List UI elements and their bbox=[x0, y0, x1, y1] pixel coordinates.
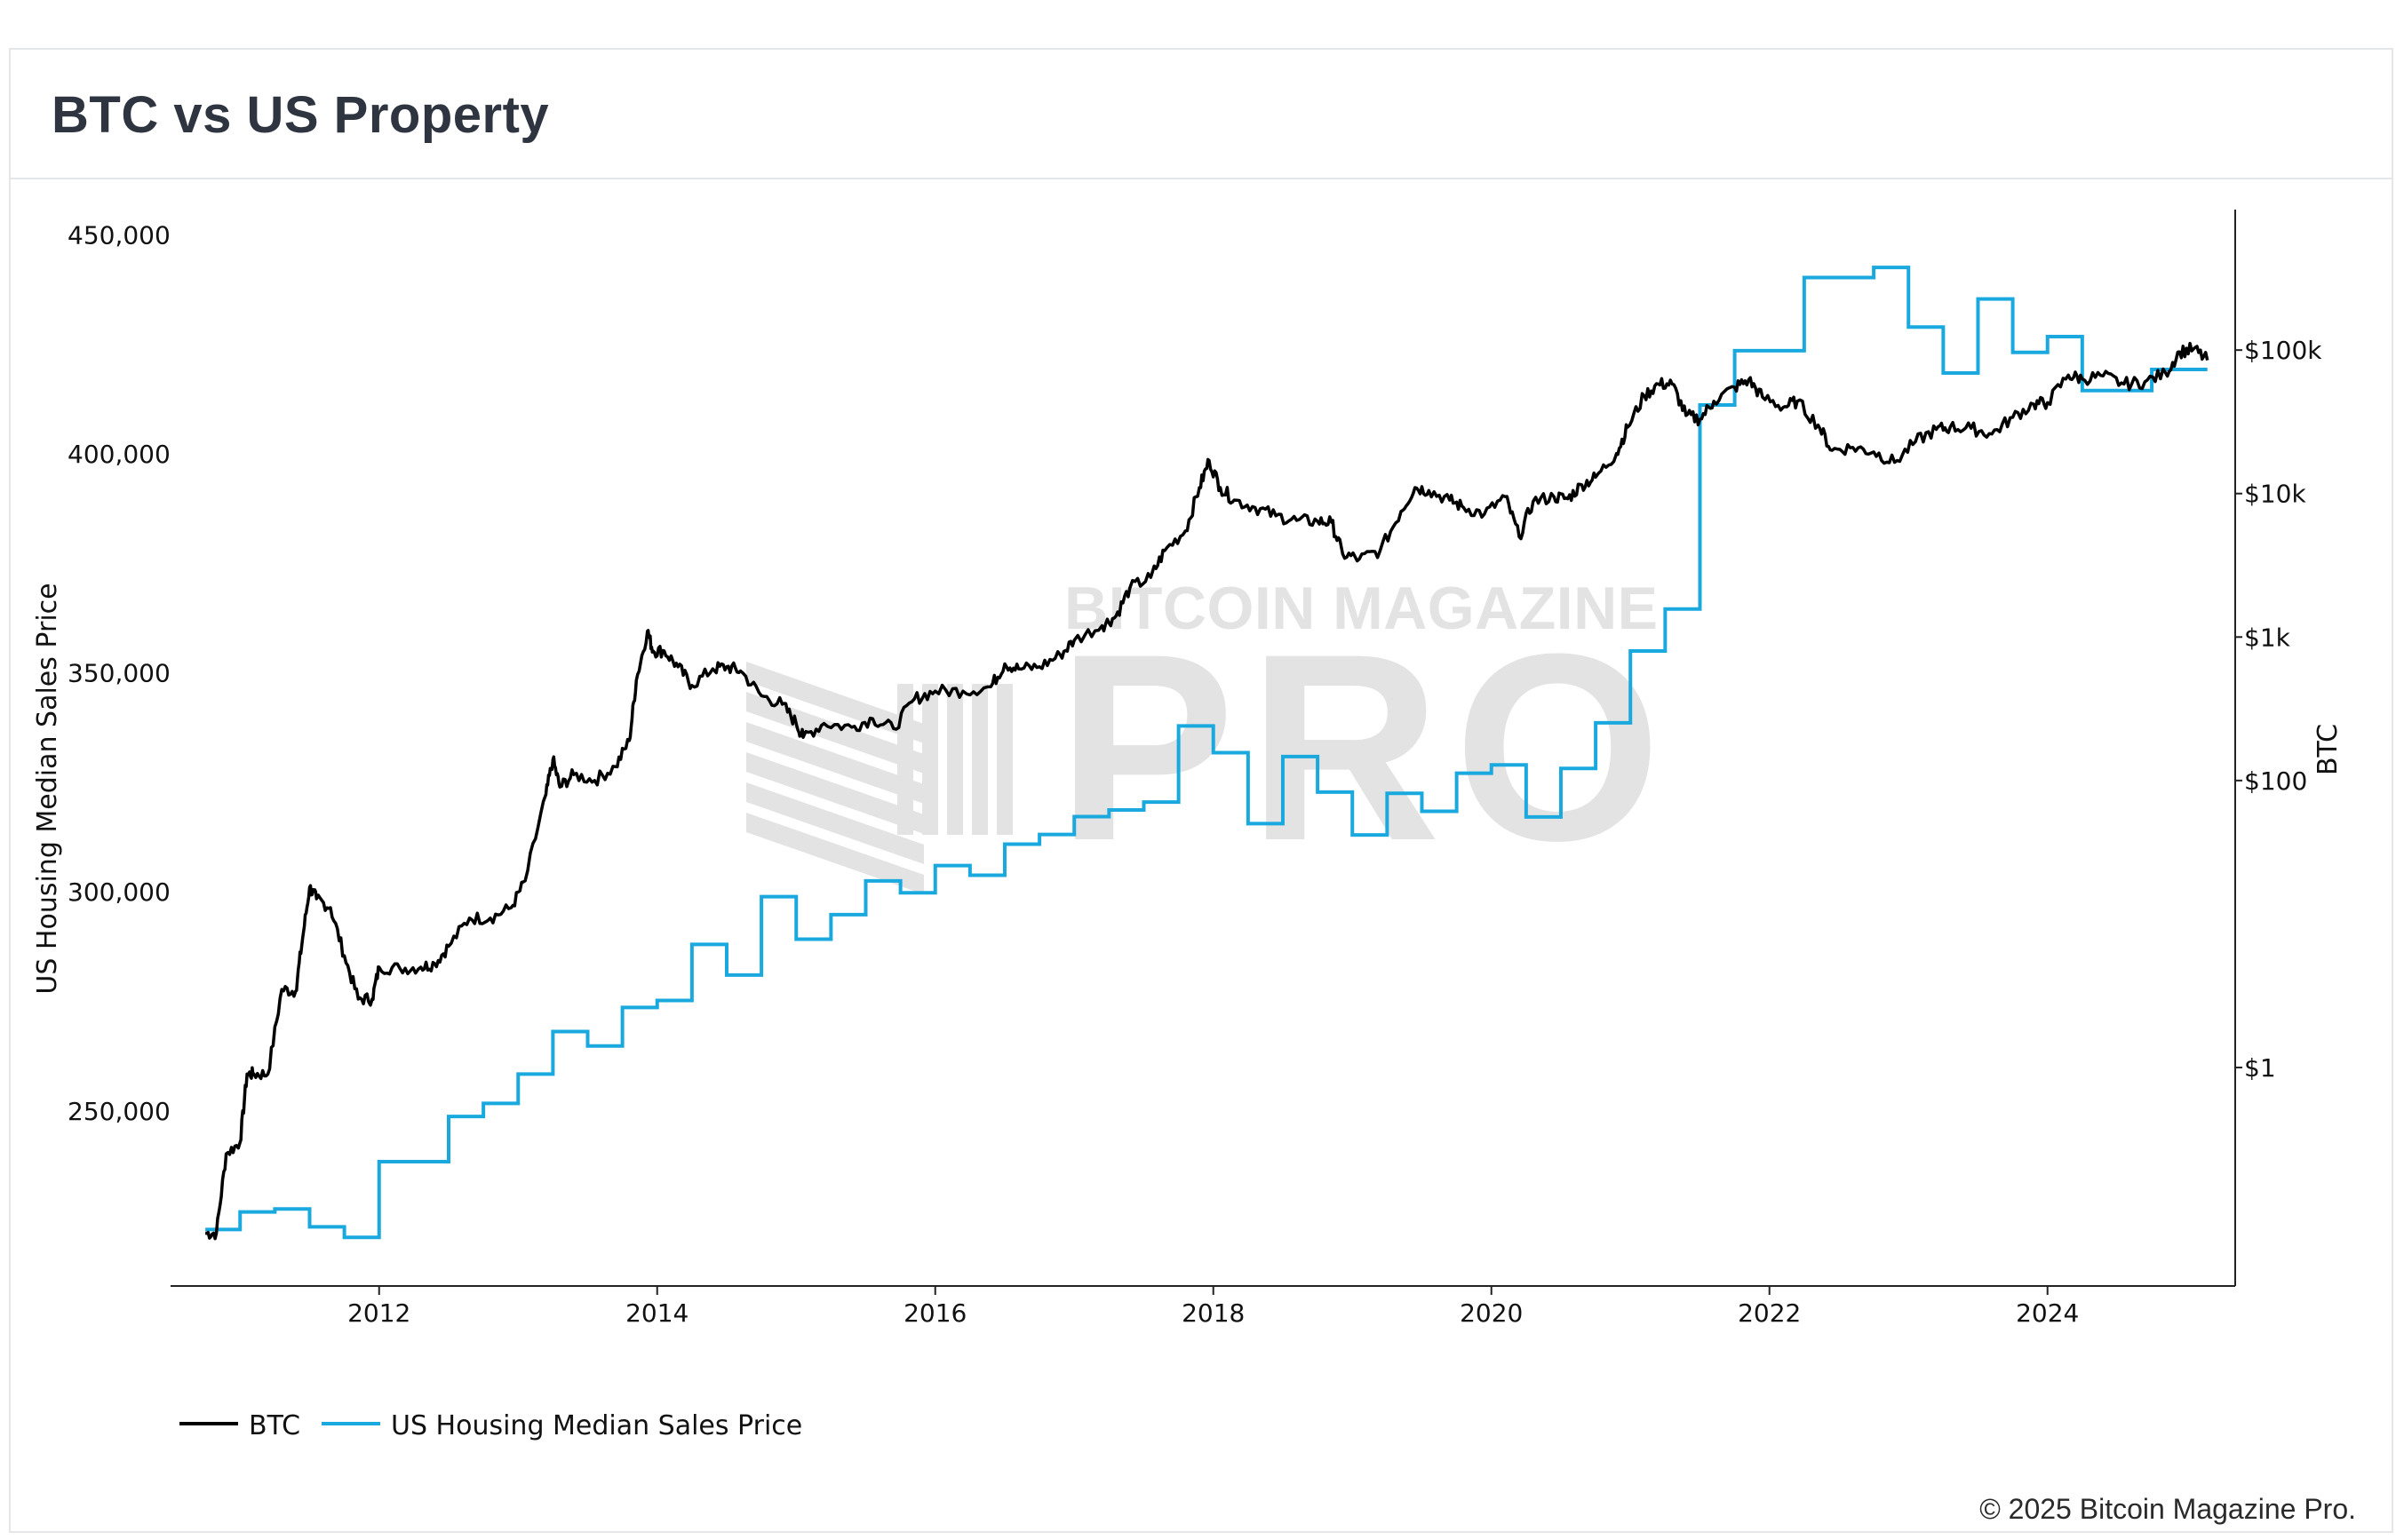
x-tick-label: 2020 bbox=[1460, 1298, 1523, 1328]
y-left-tick-label: 450,000 bbox=[68, 221, 171, 250]
chart-header: BTC vs US Property bbox=[11, 50, 2392, 179]
y-right-axis-label: BTC bbox=[2312, 724, 2344, 775]
y-right-tick-label: $100 bbox=[2244, 766, 2307, 796]
x-tick-label: 2012 bbox=[347, 1298, 410, 1328]
watermark-logo-stripe bbox=[746, 662, 924, 743]
watermark-logo-bar bbox=[922, 684, 938, 835]
copyright-notice: © 2025 Bitcoin Magazine Pro. bbox=[1979, 1493, 2356, 1525]
y-right-tick-label: $100k bbox=[2244, 336, 2322, 365]
legend-housing-label[interactable]: US Housing Median Sales Price bbox=[391, 1410, 802, 1441]
series bbox=[204, 266, 2209, 1241]
watermark-logo-bar bbox=[972, 684, 988, 835]
y-left-tick-label: 400,000 bbox=[68, 440, 171, 469]
y-right-tick-label: $1 bbox=[2244, 1053, 2276, 1083]
axes: 2012 2014 2016 2018 2020 2022 2024 250,000 300,0… bbox=[68, 210, 2322, 1328]
y-left-tick-label: 250,000 bbox=[68, 1097, 171, 1126]
y-left-axis-label: US Housing Median Sales Price bbox=[32, 583, 63, 994]
legend-btc-label[interactable]: BTC bbox=[249, 1410, 300, 1441]
legend[interactable]: BTC US Housing Median Sales Price bbox=[179, 1410, 802, 1441]
y-left-tick-label: 300,000 bbox=[68, 877, 171, 907]
watermark-line2: PRO bbox=[1057, 598, 1661, 896]
watermark-logo-stripe bbox=[746, 752, 924, 834]
chart-title: BTC vs US Property bbox=[52, 86, 550, 144]
watermark-logo-icon bbox=[746, 662, 1013, 894]
watermark-logo-stripe bbox=[746, 813, 924, 894]
x-tick-label: 2016 bbox=[903, 1298, 967, 1328]
watermark-line1: BITCOIN MAGAZINE bbox=[1064, 575, 1658, 642]
x-tick-label: 2022 bbox=[1738, 1298, 1801, 1328]
y-right-tick-label: $10k bbox=[2244, 480, 2306, 509]
watermark-logo-bar bbox=[997, 684, 1013, 835]
watermark-logo-bar bbox=[947, 684, 963, 835]
y-left-tick-label: 350,000 bbox=[68, 659, 171, 688]
btc-series-line bbox=[204, 341, 2209, 1241]
x-tick-label: 2018 bbox=[1182, 1298, 1245, 1328]
x-tick-label: 2014 bbox=[625, 1298, 689, 1328]
y-right-tick-label: $1k bbox=[2244, 623, 2291, 652]
watermark-logo-stripe bbox=[746, 782, 924, 864]
x-tick-label: 2024 bbox=[2016, 1298, 2079, 1328]
watermark: BITCOIN MAGAZINE PRO bbox=[746, 575, 1661, 896]
watermark-logo-stripe bbox=[746, 722, 924, 804]
housing-series-line bbox=[205, 266, 2208, 1240]
